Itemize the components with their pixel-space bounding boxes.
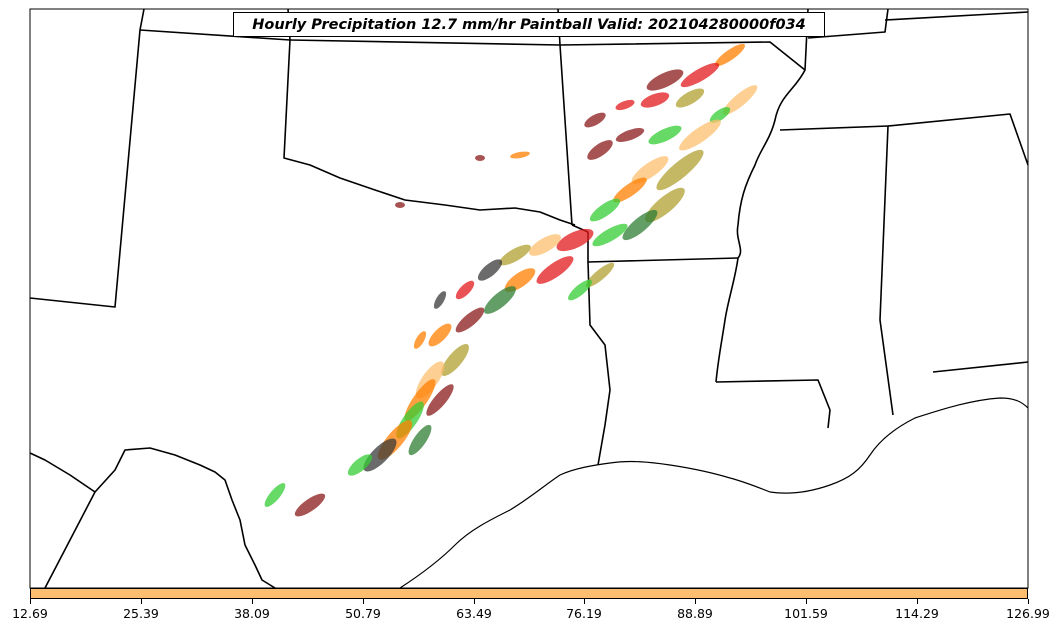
precipitation-blobs (264, 43, 758, 517)
map-frame (29, 8, 1029, 589)
precip-blob (589, 198, 621, 222)
colorbar-tick (252, 599, 253, 604)
precip-blob (584, 112, 606, 128)
colorbar-tick-label: 126.99 (1006, 606, 1050, 621)
border-ms-al (779, 125, 894, 416)
precip-blob (679, 119, 721, 151)
precip-blob (426, 384, 454, 416)
precip-blob (631, 156, 669, 184)
precip-blob (675, 88, 705, 108)
colorbar-tick (695, 599, 696, 604)
precip-blob (484, 286, 516, 314)
colorbar-tick-label: 76.19 (566, 606, 602, 621)
precip-blob (568, 279, 592, 301)
precip-blob (475, 155, 485, 161)
border-tx-south (44, 491, 96, 589)
precip-blob (615, 99, 635, 111)
border-ok-panhandle (283, 39, 576, 226)
border-ks-ok (289, 39, 561, 46)
precip-blob (709, 106, 731, 124)
border-ky (884, 11, 1029, 21)
precip-blob (455, 307, 485, 333)
border-fl (932, 361, 1029, 373)
colorbar-tick (363, 599, 364, 604)
colorbar-tick-label: 50.79 (345, 606, 381, 621)
precip-blob (395, 202, 405, 208)
precip-blob (433, 291, 447, 309)
precip-blob (428, 323, 452, 347)
precip-blob (413, 331, 427, 349)
border-la-ms (715, 379, 831, 429)
border-tx-la (587, 261, 611, 466)
colorbar-tick-label: 101.59 (784, 606, 828, 621)
border-mo-ar (559, 8, 809, 71)
border-al-ga (887, 113, 1029, 166)
precip-blob (556, 228, 594, 252)
colorbar-tick (806, 599, 807, 604)
precip-blob (592, 223, 628, 247)
precip-blob (656, 149, 704, 191)
colorbar-tick (474, 599, 475, 604)
colorbar-tick (584, 599, 585, 604)
precip-blob (622, 209, 658, 241)
map-title: Hourly Precipitation 12.7 mm/hr Paintbal… (233, 12, 825, 37)
precip-blob (680, 62, 720, 88)
precip-blob (646, 69, 684, 91)
state-borders (29, 8, 1029, 589)
precip-blob (714, 43, 746, 67)
colorbar-tick (30, 599, 31, 604)
precip-blob (347, 454, 373, 476)
precip-blob (264, 483, 286, 507)
gulf-coastline (399, 397, 1029, 589)
precip-blob (510, 151, 530, 159)
colorbar-tick-label: 88.89 (677, 606, 713, 621)
border-ar-tx (571, 224, 739, 263)
colorbar-tick-label: 63.49 (456, 606, 492, 621)
colorbar-tick-label: 38.09 (234, 606, 270, 621)
precip-blob (536, 256, 574, 284)
precip-blob (615, 128, 645, 142)
precip-blob (613, 177, 647, 203)
colorbar-tick (141, 599, 142, 604)
colorbar-tick-label: 12.69 (12, 606, 48, 621)
colorbar-tick-label: 25.39 (123, 606, 159, 621)
precip-blob (585, 262, 615, 288)
precip-blob (529, 234, 561, 256)
precip-blob (587, 140, 613, 160)
precip-blob (648, 125, 682, 145)
precip-blob (722, 85, 758, 115)
precip-blob (499, 244, 531, 266)
border-nm-az (29, 8, 145, 308)
colorbar (30, 588, 1028, 599)
precip-blob (441, 344, 469, 376)
border-tx-mexico (29, 447, 276, 589)
precip-blob (504, 268, 536, 292)
border-tn-north (807, 8, 889, 39)
colorbar-tick (1028, 599, 1029, 604)
precip-blob (294, 493, 326, 517)
mississippi-river (715, 69, 806, 383)
precip-blob (640, 92, 670, 108)
colorbar-tick-label: 114.29 (895, 606, 939, 621)
precip-blob (477, 259, 503, 281)
colorbar-tick (917, 599, 918, 604)
precip-blob (455, 280, 475, 300)
precip-blob (363, 438, 397, 472)
precip-blob (408, 424, 432, 456)
